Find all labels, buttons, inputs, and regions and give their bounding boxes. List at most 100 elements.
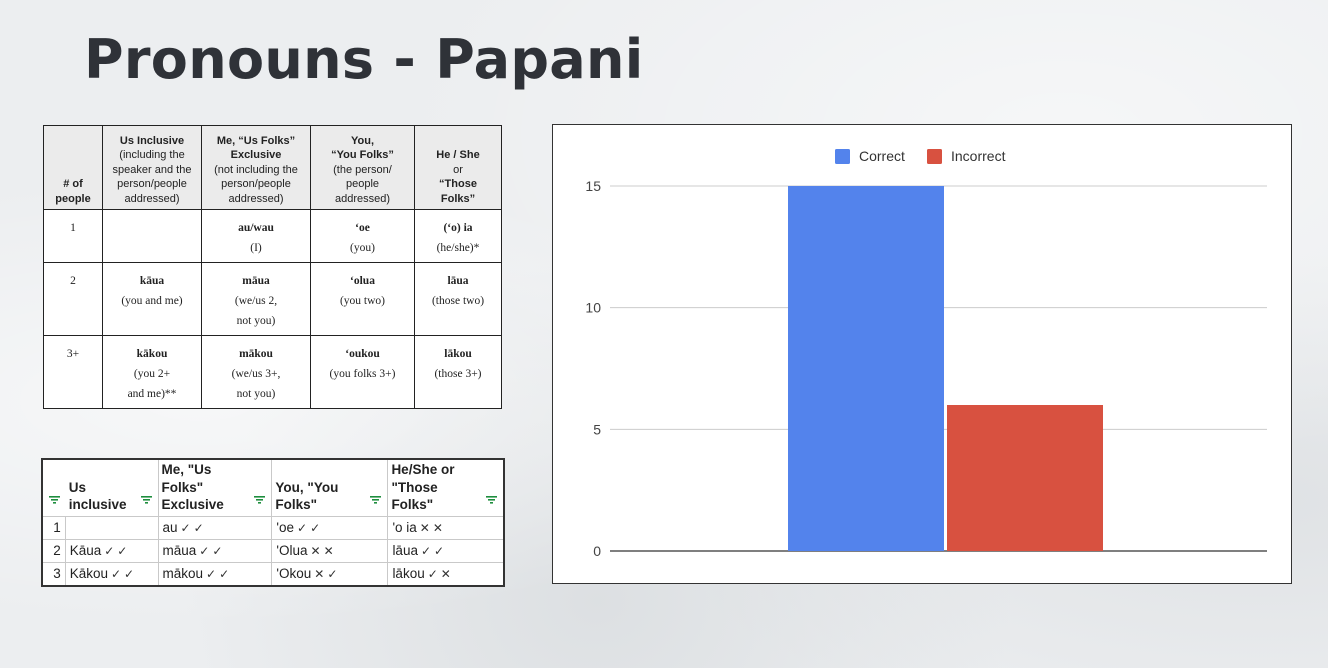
- pronoun-table-header: You, “You Folks” (the person/people address…: [310, 125, 415, 210]
- pronoun-cell: lāua (those two): [414, 262, 502, 336]
- pronoun-cell: lākou (those 3+): [414, 335, 502, 409]
- page-title: Pronouns - Papani: [84, 28, 644, 91]
- pronoun-gloss: (you and me): [121, 295, 183, 307]
- header-line: speaker and the: [112, 163, 192, 176]
- score-cell[interactable]: Kāua ✓ ✓: [64, 538, 159, 563]
- header-line: person/people: [221, 178, 291, 190]
- score-cell[interactable]: mākou ✓ ✓: [157, 561, 273, 586]
- cross-icon: ✕: [419, 521, 430, 535]
- header-line: Folks": [275, 497, 318, 512]
- check-icon: ✓: [310, 521, 321, 535]
- pronoun-word: kāua: [139, 275, 165, 287]
- people-count: 3+: [43, 335, 103, 409]
- pronoun-cell: kākou (you 2+ and me)**: [102, 335, 202, 409]
- header-line: Me, “Us Folks”: [216, 134, 296, 147]
- header-line: Folks": [161, 479, 204, 495]
- score-cell[interactable]: au ✓ ✓: [157, 515, 273, 540]
- header-line: addressed): [228, 192, 284, 205]
- row-number: 2: [41, 538, 66, 563]
- pronoun-cell: ʻoukou (you folks 3+): [310, 335, 415, 409]
- header-line: "Those: [391, 479, 438, 495]
- filter-icon[interactable]: [140, 496, 152, 504]
- pronoun-word: (ʻo) ia: [443, 222, 473, 234]
- pronoun-word: mākou: [162, 566, 204, 581]
- header-line: Exclusive: [230, 149, 282, 161]
- table-row: 3+ kākou (you 2+ and me)** mākou (we/us 3+, no…: [43, 335, 502, 409]
- header-line: “Those: [439, 178, 477, 190]
- header-line: (not including the: [214, 163, 298, 176]
- pronoun-cell: (ʻo) ia (he/she)*: [414, 209, 502, 263]
- pronoun-word: 'o ia: [392, 520, 417, 535]
- table-row: 1 au ✓ ✓'oe ✓ ✓'o ia ✕ ✕: [41, 515, 505, 540]
- header-line: addressed): [124, 192, 180, 205]
- filter-icon[interactable]: [370, 496, 382, 504]
- cross-icon: ✕: [440, 567, 451, 581]
- score-cell[interactable]: 'Olua ✕ ✕: [271, 538, 389, 563]
- legend-swatch: [927, 149, 942, 164]
- check-icon: ✓: [206, 567, 217, 581]
- check-icon: ✓: [180, 521, 191, 535]
- check-icon: ✓: [427, 567, 438, 581]
- header-line: Us: [68, 479, 86, 495]
- people-count: 2: [43, 262, 103, 336]
- pronoun-word: ʻoe: [355, 222, 370, 234]
- check-icon: ✓: [420, 544, 432, 558]
- header-line: He / She: [436, 149, 480, 161]
- table-row: 3 Kākou ✓ ✓ mākou ✓ ✓ 'Okou ✕ ✓ lākou ✓ ✕: [41, 561, 505, 586]
- pronoun-cell: māua (we/us 2, not you): [201, 262, 311, 336]
- pronoun-table-header: Us Inclusive (including the speaker and th…: [102, 125, 202, 210]
- column-header: Us inclusive: [64, 458, 159, 517]
- header-line: (the person/: [333, 163, 392, 176]
- score-cell[interactable]: lāua ✓ ✓: [387, 538, 505, 563]
- legend-label: Incorrect: [951, 148, 1006, 164]
- pronoun-word: lākou: [392, 566, 425, 581]
- table-row: 2 kāua (you and me) māua (we/us 2, not you) ʻo…: [43, 262, 502, 336]
- pronoun-gloss: (you folks 3+): [329, 368, 396, 380]
- pronoun-cell: au/wau (I): [201, 209, 311, 263]
- pronoun-word: 'Olua: [276, 543, 308, 558]
- pronoun-cell: mākou (we/us 3+, not you): [201, 335, 311, 409]
- pronoun-word: māua: [162, 543, 197, 558]
- header-line: (including the: [119, 149, 185, 161]
- header-line: He/She or: [391, 462, 455, 477]
- pronoun-word: lākou: [444, 348, 472, 360]
- pronoun-word: ʻolua: [350, 275, 375, 287]
- cross-icon: ✕: [310, 544, 321, 558]
- score-cell[interactable]: [64, 515, 159, 540]
- column-header: He/She or "Those Folks": [387, 458, 505, 517]
- header-line: people: [345, 178, 380, 190]
- pronoun-word: māua: [242, 275, 270, 287]
- header-line: or: [453, 163, 463, 176]
- pronoun-table: # of people Us Inclusive (including the spea…: [43, 125, 502, 409]
- legend-swatch: [835, 149, 850, 164]
- filter-icon[interactable]: [49, 496, 60, 504]
- pronoun-word: au/wau: [238, 222, 274, 234]
- pronoun-gloss: and me)**: [127, 388, 177, 400]
- filter-icon[interactable]: [254, 496, 266, 504]
- pronoun-word: lāua: [392, 543, 418, 558]
- pronoun-gloss: (we/us 2,: [234, 295, 278, 307]
- check-icon: ✓: [327, 567, 338, 581]
- score-cell[interactable]: Kākou ✓ ✓: [64, 561, 159, 586]
- score-cell[interactable]: 'o ia ✕ ✕: [387, 515, 505, 540]
- table-row: 2 Kāua ✓ ✓ māua ✓ ✓ 'Olua ✕ ✕ lāua ✓ ✓: [41, 538, 505, 563]
- score-cell[interactable]: 'oe ✓ ✓: [271, 515, 389, 540]
- pronoun-gloss: (I): [250, 242, 262, 254]
- y-tick-label: 15: [585, 178, 601, 194]
- filter-icon[interactable]: [486, 496, 497, 504]
- pronoun-word: 'Okou: [276, 566, 312, 581]
- score-cell[interactable]: lākou ✓ ✕: [387, 561, 505, 586]
- pronoun-word: lāua: [447, 275, 469, 287]
- row-number: 1: [41, 515, 66, 540]
- check-icon: ✓: [219, 567, 230, 581]
- score-cell[interactable]: māua ✓ ✓: [157, 538, 273, 563]
- row-number: 3: [41, 561, 66, 586]
- pronoun-word: Kākou: [69, 566, 108, 581]
- header-line: You,: [350, 134, 374, 147]
- check-icon: ✓: [297, 521, 308, 535]
- pronoun-table-header: Me, “Us Folks” Exclusive (not including th…: [201, 125, 311, 210]
- score-cell[interactable]: 'Okou ✕ ✓: [271, 561, 389, 586]
- score-sheet-table: Us inclusive Me, "Us Folks" Exclusive You, "Y…: [41, 458, 505, 587]
- pronoun-gloss: (we/us 3+,: [231, 368, 281, 380]
- header-line: Exclusive: [161, 497, 224, 512]
